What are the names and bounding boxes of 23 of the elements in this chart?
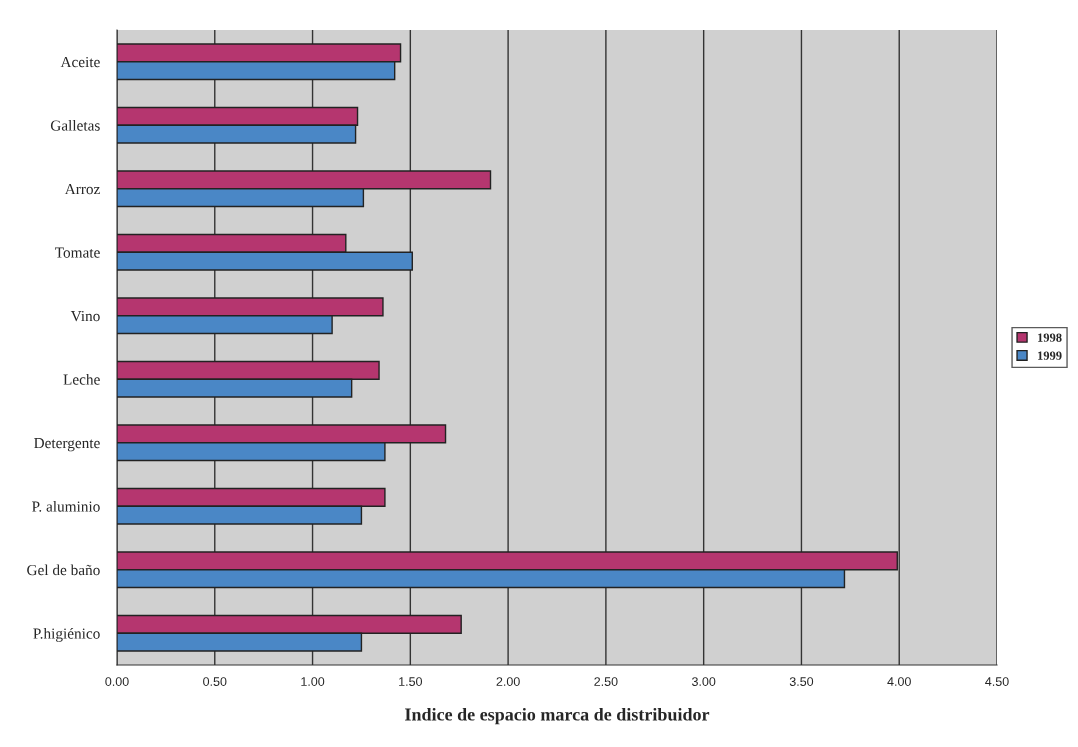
y-tick-label: Aceite [60,56,100,68]
y-tick-label: Vino [70,310,100,322]
y-tick-label: P.higiénico [33,627,100,642]
x-tick-label: 1.00 [301,677,325,686]
y-tick-label: P. aluminio [32,500,100,512]
x-tick-label: 0.00 [105,677,129,686]
x-tick-label: 2.50 [594,677,618,686]
x-tick-label: 3.00 [691,677,716,686]
y-tick-label: Detergente [34,438,100,452]
x-tick-label: 1.50 [399,677,423,686]
x-axis-title: Indice de espacio marca de distribuidor [405,707,710,725]
y-tick-label: Galletas [50,119,100,131]
x-tick-label: 4.00 [887,677,911,686]
y-tick-label: Leche [63,373,100,385]
y-tick-label: Arroz [64,183,100,195]
x-tick-label: 2.00 [496,677,520,686]
legend-label: 1999 [1038,351,1062,360]
legend-label: 1998 [1038,333,1062,342]
x-tick-label: 4.50 [985,677,1009,686]
y-tick-label: Gel de baño [27,564,100,576]
y-tick-label: Tomate [55,247,100,258]
x-tick-label: 0.50 [203,677,227,686]
x-tick-label: 3.50 [789,677,814,686]
